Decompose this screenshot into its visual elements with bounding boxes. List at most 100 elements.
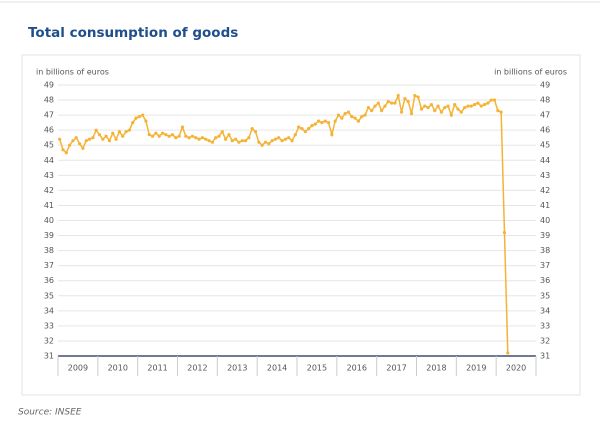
y-tick-label: 42 <box>44 186 54 195</box>
y2-tick-label: 31 <box>540 352 550 361</box>
y-tick-label: 40 <box>44 216 54 225</box>
data-point <box>459 110 463 114</box>
data-point <box>409 112 414 116</box>
data-point <box>333 119 337 123</box>
data-point <box>280 139 284 143</box>
x-tick-label: 2013 <box>227 364 247 373</box>
data-point <box>194 136 198 140</box>
series-line <box>58 93 509 354</box>
data-point <box>160 131 165 135</box>
data-point <box>137 115 141 119</box>
data-point <box>197 137 201 141</box>
data-point <box>180 125 185 129</box>
data-point <box>476 101 480 105</box>
y-tick-label: 48 <box>44 96 54 105</box>
y2-tick-label: 37 <box>540 261 550 270</box>
data-point <box>297 125 301 129</box>
data-point <box>204 137 208 141</box>
y-tick-label: 44 <box>44 156 54 165</box>
x-tick-label: 2014 <box>267 364 287 373</box>
data-point <box>343 112 347 116</box>
y2-tick-label: 48 <box>540 96 550 105</box>
data-point <box>240 139 244 143</box>
data-point <box>257 140 261 144</box>
x-tick-label: 2017 <box>386 364 406 373</box>
data-point <box>68 143 72 147</box>
x-tick-label: 2018 <box>426 364 446 373</box>
data-point <box>220 130 224 134</box>
data-point <box>121 134 125 138</box>
data-point <box>263 140 268 144</box>
data-point <box>489 98 493 102</box>
data-point <box>449 113 453 117</box>
y-axis-label: in billions of euros <box>36 68 109 77</box>
data-point <box>97 133 102 137</box>
y2-tick-label: 40 <box>540 216 550 225</box>
y-tick-label: 47 <box>44 111 54 120</box>
data-point <box>187 136 191 140</box>
data-point <box>117 130 122 134</box>
y-tick-label: 39 <box>44 231 54 240</box>
data-point <box>363 113 367 117</box>
data-point <box>466 104 470 108</box>
data-point <box>131 121 135 125</box>
data-point <box>260 143 264 147</box>
y2-tick-label: 42 <box>540 186 550 195</box>
data-point <box>230 139 234 143</box>
data-point <box>492 98 497 102</box>
data-point <box>170 133 175 137</box>
data-point <box>482 102 487 107</box>
data-point <box>71 139 75 143</box>
chart-title: Total consumption of goods <box>28 25 238 41</box>
data-point <box>293 133 297 137</box>
chart-frame <box>21 54 581 396</box>
data-point <box>144 119 148 123</box>
data-point <box>127 128 131 132</box>
y2-tick-label: 33 <box>540 321 550 330</box>
y2-tick-label: 49 <box>540 81 550 90</box>
data-point <box>316 119 321 123</box>
x-tick-label: 2019 <box>466 364 486 373</box>
y-tick-label: 41 <box>44 201 54 210</box>
data-point <box>356 119 361 123</box>
data-point <box>104 134 108 138</box>
data-point <box>164 133 168 137</box>
data-point <box>370 108 374 113</box>
y2-tick-label: 41 <box>540 201 550 210</box>
data-point <box>393 101 397 105</box>
y2-tick-label: 32 <box>540 336 550 345</box>
data-point <box>84 139 88 143</box>
data-point <box>81 146 85 150</box>
data-point <box>200 136 204 140</box>
data-point <box>439 110 443 114</box>
y2-tick-label: 45 <box>540 141 550 150</box>
y-tick-label: 31 <box>44 352 54 361</box>
data-point <box>326 121 331 125</box>
data-point <box>101 137 105 141</box>
y-tick-label: 38 <box>44 246 54 255</box>
data-point <box>472 102 477 107</box>
y-tick-label: 35 <box>44 291 54 300</box>
y2-tick-label: 36 <box>540 276 550 285</box>
data-point <box>300 127 304 131</box>
data-point <box>346 110 351 114</box>
data-point <box>419 107 424 111</box>
data-point <box>399 110 404 114</box>
data-point <box>499 110 503 114</box>
data-point <box>111 131 115 135</box>
y-tick-label: 46 <box>44 126 54 135</box>
data-point <box>273 137 278 141</box>
y2-tick-label: 44 <box>540 156 550 165</box>
data-point <box>58 137 62 141</box>
data-point <box>469 104 473 108</box>
data-point <box>486 101 490 105</box>
data-point <box>237 140 241 144</box>
data-point <box>207 139 211 143</box>
data-point <box>310 124 314 128</box>
data-point <box>383 104 387 108</box>
y2-tick-label: 39 <box>540 231 550 240</box>
data-point <box>233 137 238 141</box>
data-point <box>217 134 221 138</box>
data-point <box>323 119 327 123</box>
data-point <box>94 128 98 132</box>
